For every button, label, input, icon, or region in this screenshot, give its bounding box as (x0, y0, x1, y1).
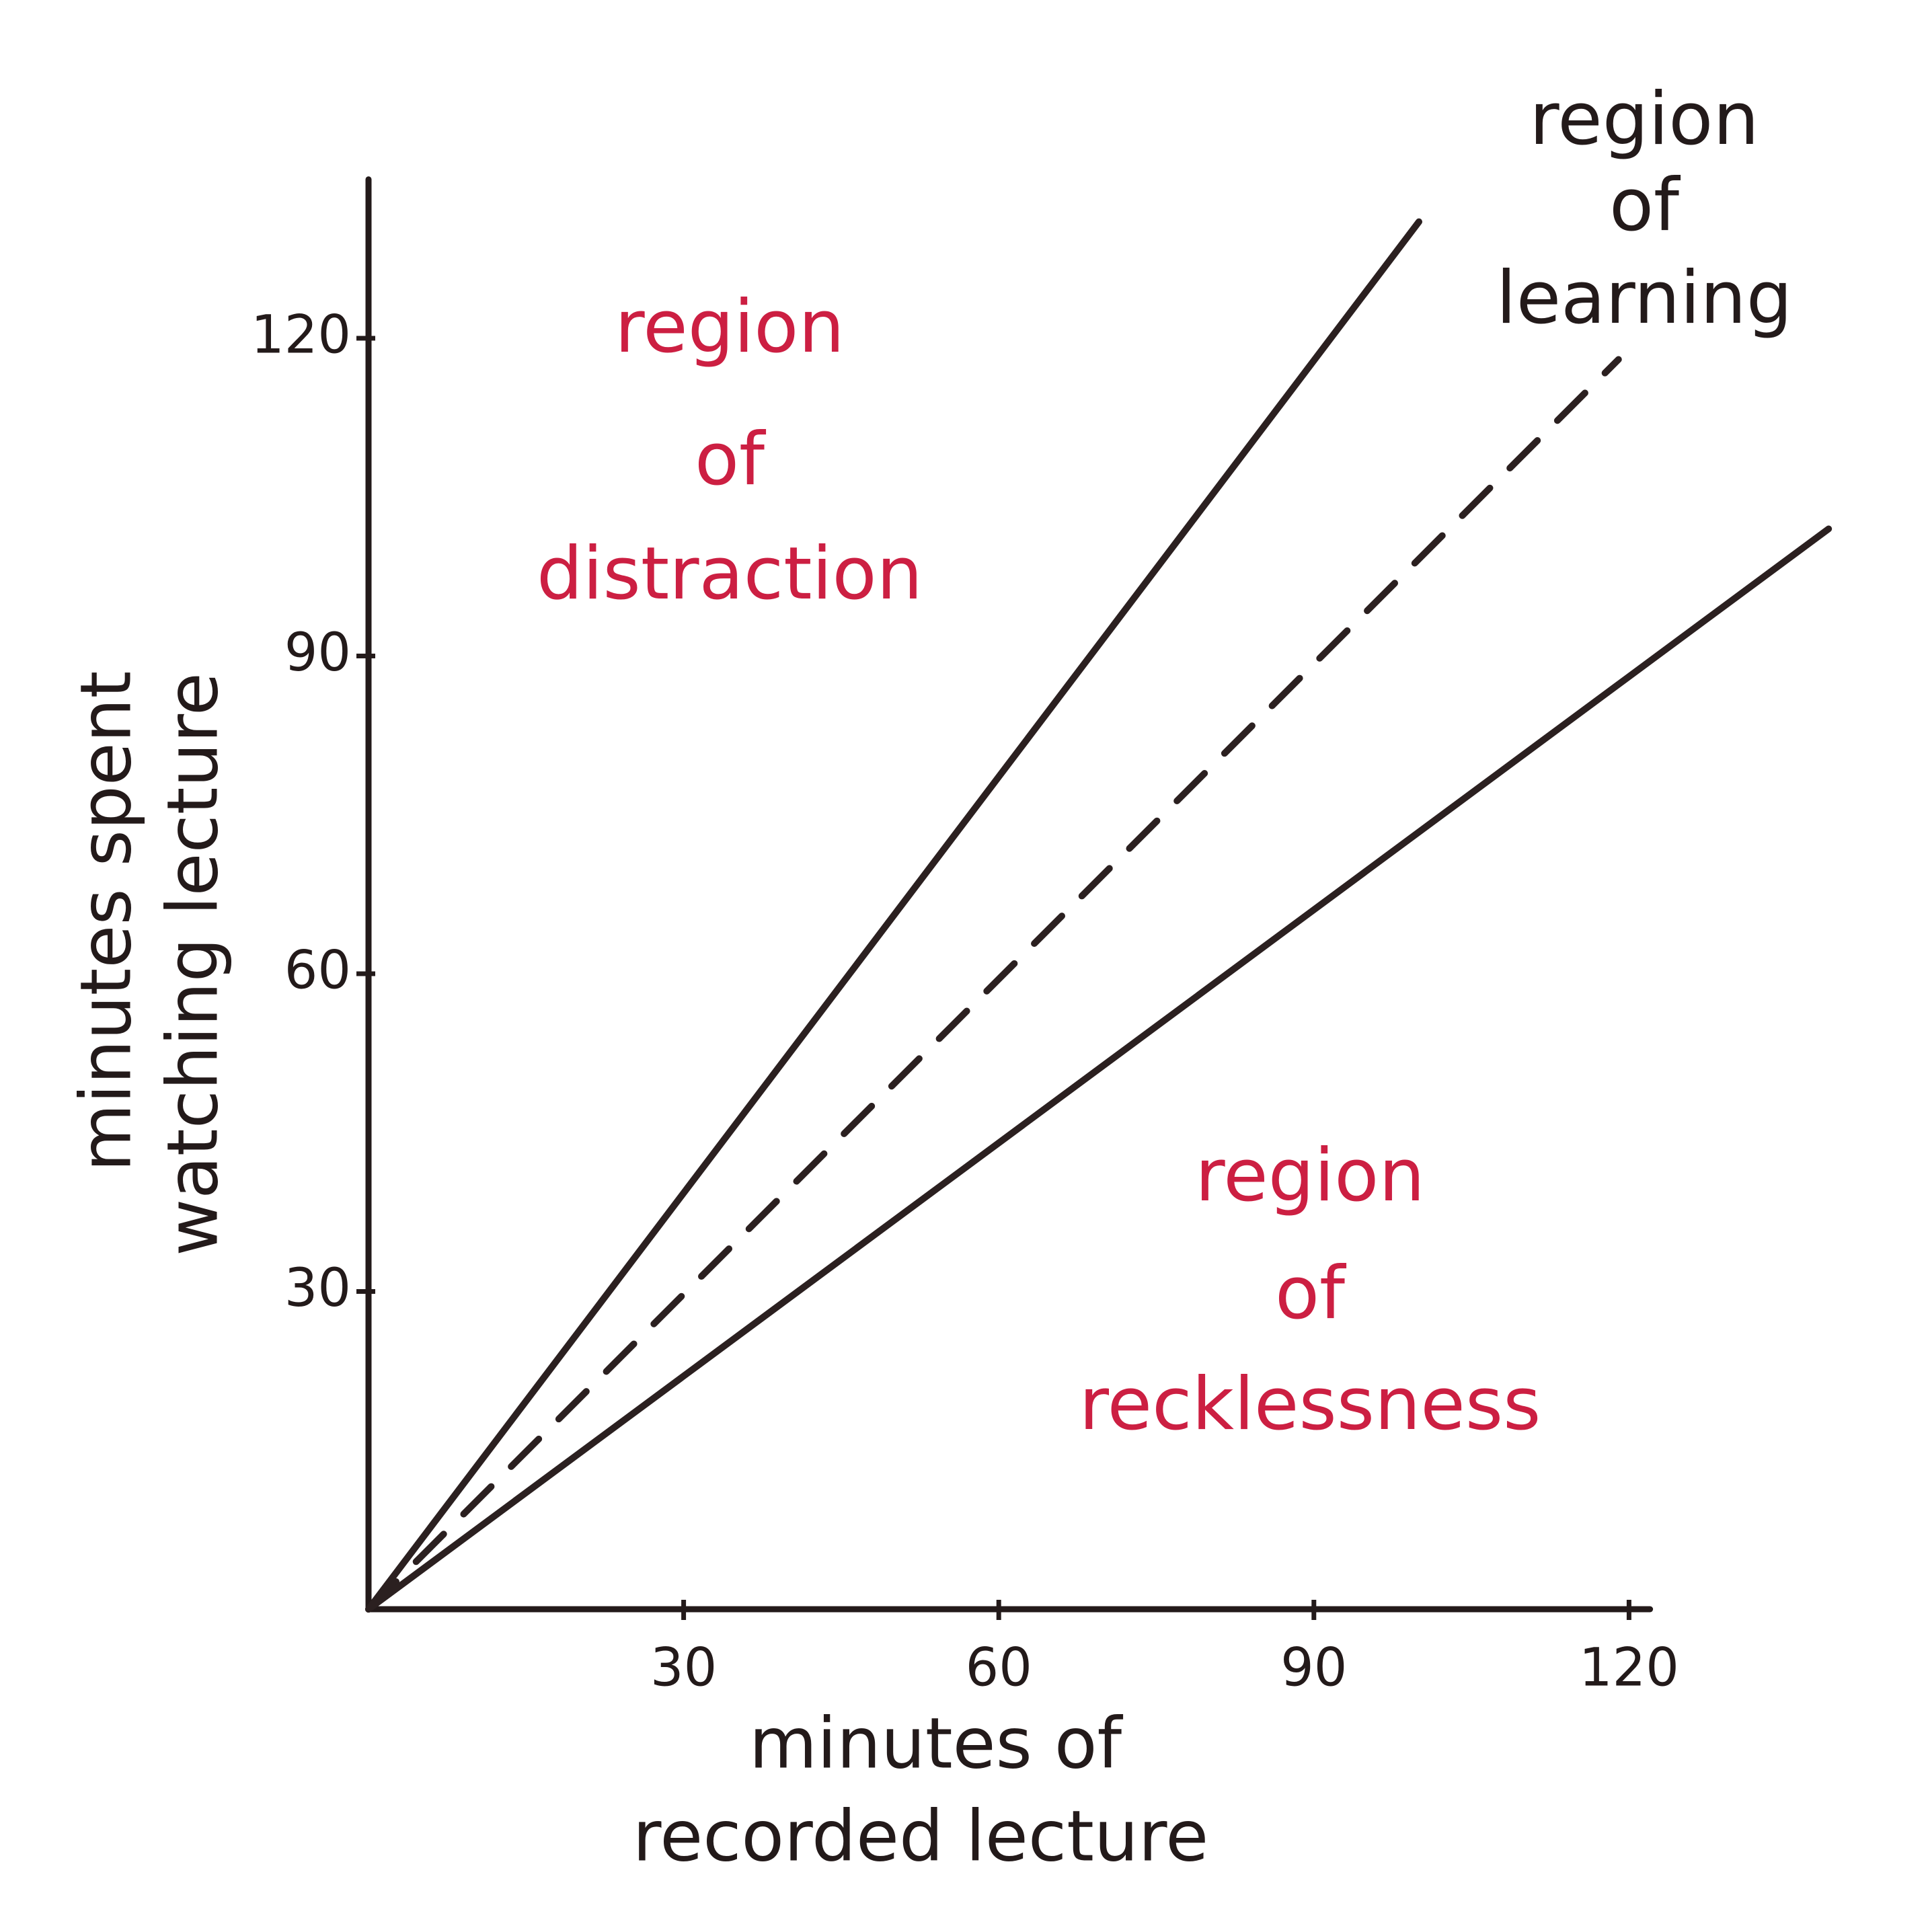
y-axis-label: watching lecture (151, 672, 233, 1256)
series-line (365, 356, 1622, 1613)
region-annotation: region (1529, 77, 1759, 161)
y-axis-label: minutes spent (65, 671, 147, 1172)
x-tick-label: 120 (1579, 1637, 1679, 1698)
region-annotation: of (695, 418, 767, 502)
y-tick-label: 90 (284, 623, 351, 683)
x-axis-label: minutes of (749, 1702, 1124, 1784)
y-tick-label: 60 (284, 940, 351, 1001)
y-tick-label: 30 (284, 1258, 351, 1319)
x-tick-label: 90 (1280, 1637, 1347, 1698)
series-line (365, 218, 1422, 1613)
series-line (365, 525, 1833, 1613)
y-tick-label: 120 (251, 305, 351, 365)
region-annotation: region (1195, 1134, 1425, 1218)
region-annotation: of (1275, 1251, 1347, 1336)
x-tick-label: 30 (650, 1637, 717, 1698)
region-annotation: learning (1496, 256, 1793, 340)
region-annotation: recklessness (1079, 1362, 1541, 1446)
x-tick-label: 60 (966, 1637, 1032, 1698)
region-annotation: region (615, 285, 845, 369)
region-annotation: of (1609, 163, 1681, 247)
region-annotation: distraction (537, 532, 923, 616)
x-axis-label: recorded lecture (633, 1795, 1208, 1877)
